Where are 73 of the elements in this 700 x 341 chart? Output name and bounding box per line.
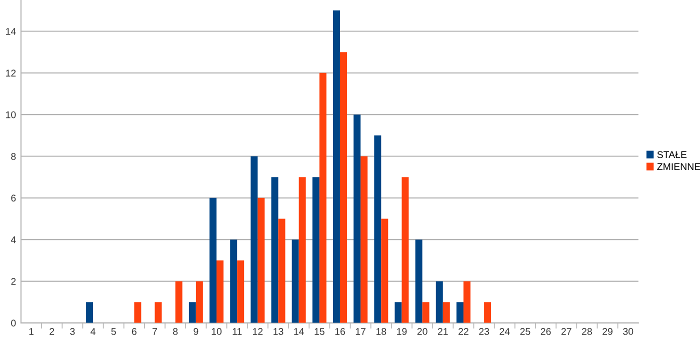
x-tick-label: 1 [29, 328, 34, 335]
bar [298, 177, 306, 323]
x-tick-label: 8 [173, 328, 178, 335]
x-tick-label: 27 [561, 328, 572, 335]
x-tick-label: 25 [520, 328, 530, 335]
bar [484, 302, 492, 323]
y-tick-label: 8 [11, 152, 16, 160]
bar [456, 302, 464, 323]
bar [250, 156, 258, 323]
x-tick-label: 6 [132, 328, 136, 335]
x-tick-label: 29 [602, 328, 612, 335]
bar [230, 240, 238, 323]
x-tick-label: 19 [397, 328, 407, 335]
y-tick-label: 0 [11, 320, 16, 327]
bar [442, 302, 450, 323]
x-tick-label: 28 [582, 328, 592, 335]
x-tick-label: 22 [458, 328, 468, 335]
x-tick-label: 20 [417, 328, 428, 335]
legend-label: ZMIENNE [657, 163, 700, 170]
bar [415, 240, 422, 323]
bar [394, 302, 402, 323]
bar [258, 198, 265, 323]
bar [340, 52, 347, 323]
x-tick-label: 18 [376, 328, 386, 335]
bar [360, 156, 368, 323]
x-tick-label: 23 [479, 328, 490, 335]
x-tick-label: 14 [294, 328, 304, 335]
x-tick-label: 5 [111, 328, 116, 335]
bar [354, 114, 361, 323]
bar [381, 218, 388, 323]
x-tick-label: 24 [500, 328, 510, 335]
x-tick-label: 30 [623, 328, 634, 335]
x-tick-label: 4 [90, 328, 96, 335]
bar [402, 177, 409, 323]
bar [237, 260, 244, 323]
x-tick-label: 15 [314, 328, 324, 335]
bar [210, 198, 217, 323]
x-tick-label: 3 [70, 328, 75, 335]
bar [196, 281, 203, 323]
x-tick-label: 11 [232, 328, 242, 335]
bar [463, 281, 470, 323]
bar [292, 240, 299, 323]
bar [312, 177, 320, 323]
x-tick-label: 26 [540, 328, 551, 335]
bar [422, 302, 430, 323]
y-tick-label: 12 [6, 70, 16, 76]
bar [154, 302, 162, 323]
bar [271, 177, 278, 323]
x-tick-label: 16 [335, 328, 345, 335]
x-tick-label: 7 [152, 328, 157, 335]
bar [319, 72, 326, 323]
bar [278, 218, 286, 323]
y-tick-label: 4 [10, 236, 16, 244]
x-tick-label: 12 [253, 328, 263, 335]
x-tick-label: 2 [50, 328, 54, 335]
bar [175, 281, 182, 323]
bar [216, 260, 224, 323]
bar [374, 135, 382, 323]
y-tick-label: 14 [6, 28, 16, 35]
x-tick-label: 13 [274, 328, 284, 335]
bar [134, 302, 142, 323]
bar [436, 281, 443, 323]
y-tick-label: 2 [11, 278, 16, 285]
x-tick-label: 21 [438, 328, 448, 335]
x-tick-label: 9 [194, 328, 198, 335]
legend-label: STAŁE [657, 151, 687, 158]
y-tick-label: 10 [6, 111, 16, 118]
bar [86, 302, 94, 323]
bar [332, 10, 340, 323]
bar [188, 302, 196, 323]
x-tick-label: 10 [212, 328, 222, 335]
y-tick-label: 6 [11, 194, 16, 202]
x-tick-label: 17 [356, 328, 366, 335]
